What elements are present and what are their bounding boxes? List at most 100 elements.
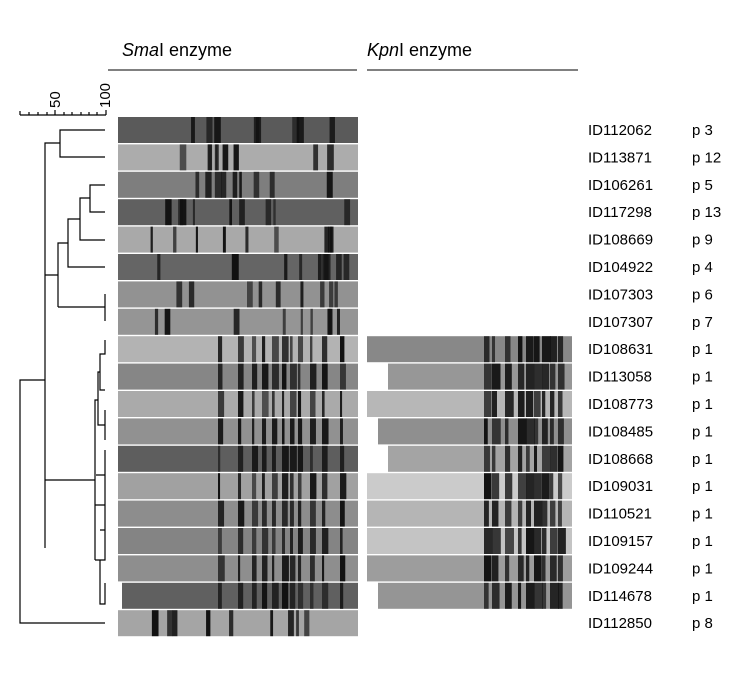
band [262,500,267,527]
band [298,473,302,500]
band [340,500,345,527]
band [272,391,275,417]
band [238,363,244,390]
band [534,391,541,417]
band [300,308,303,335]
band [252,500,259,527]
band [518,336,523,363]
band [258,281,263,308]
band [290,445,297,472]
band [205,171,212,198]
band [550,391,555,417]
band [505,528,514,554]
band [218,336,223,363]
band [290,391,297,417]
band [484,473,492,500]
band [542,391,546,417]
header-kpn: KpnI enzyme [367,40,472,60]
band [317,254,322,280]
band [238,418,242,445]
row-id: ID108485 [588,423,653,440]
row-pattern: p 13 [692,204,721,221]
band [298,500,302,527]
band [150,226,153,253]
band [214,117,221,143]
band [534,528,542,554]
band [534,555,542,582]
band [253,171,260,198]
band [558,445,564,472]
band [518,500,523,527]
band [484,500,489,527]
band [221,171,227,198]
band [218,500,225,527]
band [492,418,501,445]
band [239,171,242,198]
band [492,363,501,390]
band [222,226,226,253]
band [334,281,338,308]
row-pattern: p 6 [692,286,713,303]
band [542,418,548,445]
band [172,610,178,637]
band [252,391,255,417]
band [550,528,558,554]
band [558,555,563,582]
lane [118,226,358,253]
band [310,336,313,363]
lane [378,418,572,445]
band [484,391,492,417]
band [534,500,543,527]
band [492,528,501,554]
row-id: ID112062 [588,122,652,139]
band [272,555,275,582]
band [262,391,269,417]
band [238,582,244,609]
band [534,363,543,390]
band [270,610,274,637]
band [310,308,313,335]
lane [388,445,572,472]
band [505,391,514,417]
band [505,500,512,527]
band [550,363,556,390]
band [340,555,346,582]
band [296,610,299,637]
row-id: ID117298 [588,204,652,221]
band [505,445,511,472]
band [290,473,294,500]
band [222,144,229,171]
row-pattern: p 1 [692,478,713,495]
band [252,418,255,445]
band [262,336,266,363]
band [484,418,488,445]
scale-label: 100 [97,83,114,108]
band [298,336,304,363]
row-pattern: p 1 [692,341,713,358]
band [282,308,286,335]
band [299,254,303,280]
band [282,528,286,554]
row-id: ID108669 [588,232,653,249]
band [290,363,297,390]
band [505,555,510,582]
band [526,582,535,609]
band [218,418,224,445]
band [322,473,328,500]
lane [367,391,572,417]
lane [118,281,358,308]
band [327,308,333,335]
band [232,171,238,198]
band [214,144,219,171]
row-pattern: p 9 [692,232,713,249]
band [326,171,333,198]
row-id: ID110521 [588,506,652,523]
row-pattern: p 1 [692,560,713,577]
band [157,254,161,280]
band [310,363,317,390]
band [239,199,245,226]
band [290,528,293,554]
band [492,445,496,472]
band [340,445,345,472]
band [273,199,276,226]
